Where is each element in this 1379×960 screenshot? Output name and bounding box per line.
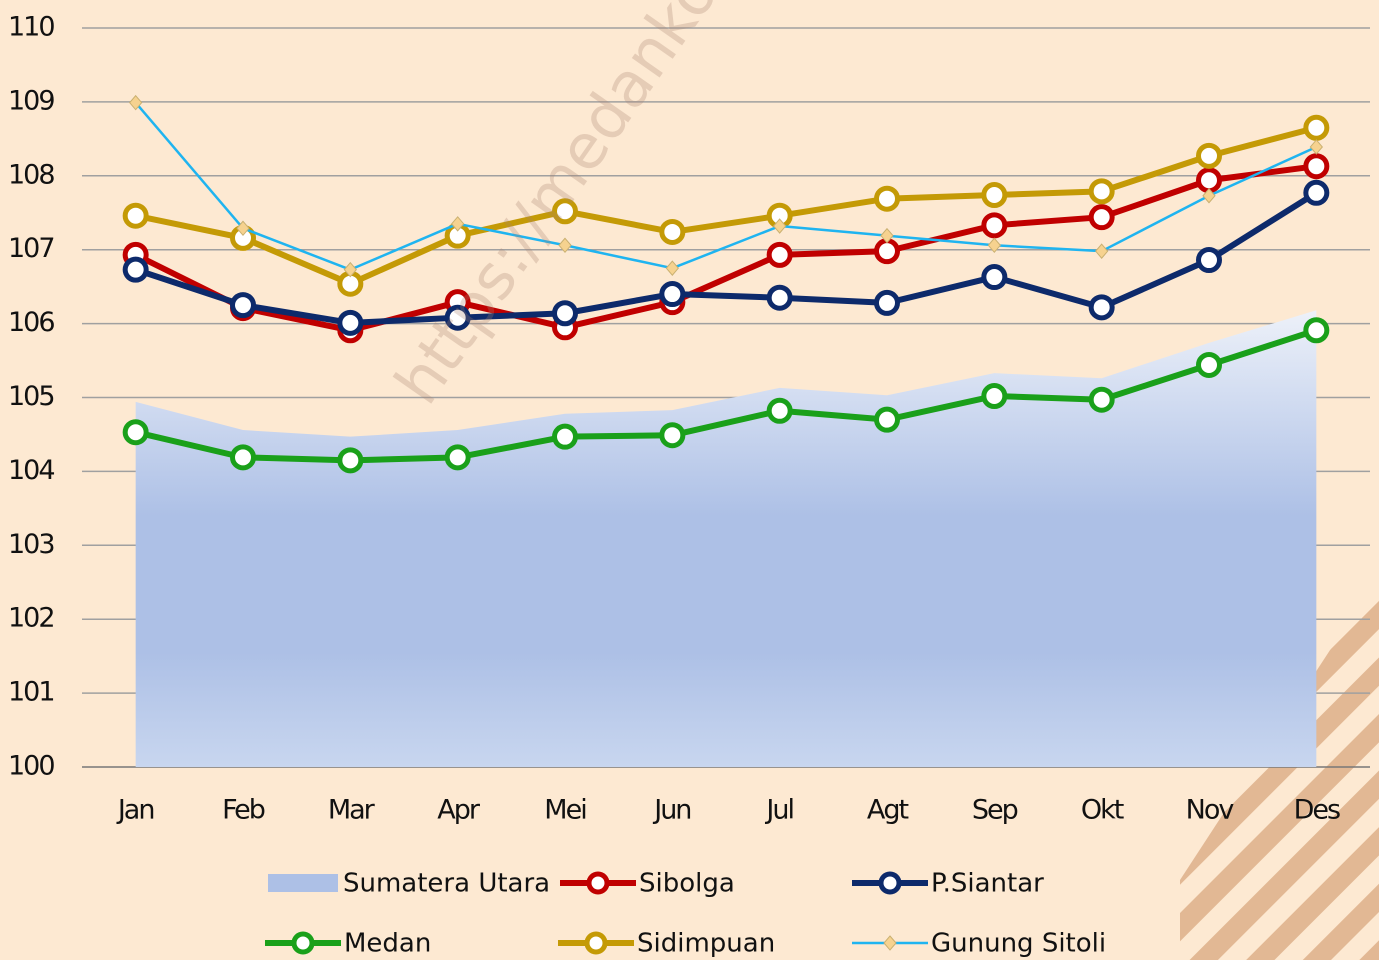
- x-tick-label: Jul: [764, 795, 793, 826]
- marker: [444, 304, 471, 331]
- marker: [1202, 187, 1216, 204]
- marker: [1303, 114, 1330, 141]
- y-tick-label: 104: [8, 455, 54, 486]
- x-tick-label: Okt: [1081, 795, 1124, 826]
- marker: [122, 202, 149, 229]
- legend-label: Sibolga: [639, 869, 735, 899]
- marker: [1088, 178, 1115, 205]
- marker: [659, 281, 686, 308]
- legend-marker: [584, 931, 608, 955]
- marker: [552, 423, 578, 450]
- marker: [874, 185, 900, 212]
- marker: [874, 238, 900, 265]
- marker: [552, 198, 578, 225]
- marker: [766, 284, 793, 311]
- y-tick-label: 105: [8, 381, 54, 412]
- marker: [1309, 139, 1323, 155]
- y-tick-label: 110: [8, 12, 54, 43]
- marker: [1095, 243, 1109, 259]
- marker: [444, 444, 471, 471]
- marker: [1196, 351, 1222, 378]
- marker: [773, 218, 787, 234]
- x-tick-label: Mar: [328, 795, 376, 826]
- marker: [665, 260, 679, 276]
- marker: [1303, 179, 1330, 206]
- marker: [880, 227, 894, 244]
- x-tick-label: Des: [1294, 795, 1340, 826]
- line: [135, 124, 1318, 287]
- marker: [122, 419, 149, 446]
- line: [134, 101, 1317, 271]
- line: [134, 190, 1318, 326]
- marker: [337, 447, 364, 474]
- legend-label: P.Siantar: [931, 869, 1044, 899]
- marker: [552, 300, 578, 327]
- marker: [1196, 167, 1222, 194]
- marker: [981, 212, 1008, 239]
- legend-marker: [883, 935, 897, 951]
- marker: [230, 292, 256, 319]
- marker: [1303, 153, 1330, 180]
- legend-marker: [878, 871, 902, 895]
- marker: [129, 94, 143, 111]
- marker: [1088, 204, 1115, 231]
- marker: [1303, 317, 1330, 344]
- legend-swatch: [268, 874, 338, 892]
- legend-item: Sumatera Utara: [268, 869, 550, 899]
- x-tick-label: Feb: [222, 795, 265, 826]
- x-tick-label: Mei: [544, 795, 585, 826]
- marker: [337, 309, 364, 336]
- marker: [874, 406, 900, 433]
- legend-label: Gunung Sitoli: [931, 929, 1106, 959]
- x-tick-label: Agt: [867, 795, 909, 826]
- line: [134, 163, 1317, 334]
- x-tick-label: Jun: [652, 795, 690, 826]
- marker: [1196, 247, 1222, 274]
- legend-marker: [586, 871, 610, 895]
- y-tick-label: 109: [8, 85, 54, 116]
- marker: [236, 220, 250, 237]
- marker: [766, 397, 793, 424]
- legend-item: Sidimpuan: [558, 929, 775, 959]
- marker: [874, 289, 900, 316]
- marker: [451, 216, 465, 232]
- legend-item: P.Siantar: [852, 869, 1044, 899]
- marker: [1088, 294, 1115, 321]
- x-tick-label: Jan: [116, 795, 154, 826]
- area: [135, 310, 1317, 767]
- legend-item: Gunung Sitoli: [852, 929, 1106, 959]
- legend-item: Sibolga: [560, 869, 735, 899]
- legend-label: Sidimpuan: [637, 929, 775, 959]
- marker: [766, 241, 793, 268]
- marker: [659, 218, 686, 245]
- marker: [230, 444, 256, 471]
- marker: [122, 256, 149, 283]
- y-tick-label: 102: [8, 603, 54, 634]
- legend-label: Sumatera Utara: [343, 869, 550, 899]
- line: [134, 327, 1318, 464]
- marker: [981, 182, 1008, 209]
- legend-item: Medan: [265, 929, 431, 959]
- legend-label: Medan: [344, 929, 431, 959]
- marker: [343, 261, 357, 278]
- marker: [987, 237, 1001, 254]
- marker: [1196, 142, 1222, 169]
- x-tick-label: Sep: [972, 795, 1018, 826]
- x-tick-label: Apr: [437, 795, 481, 826]
- y-tick-label: 100: [8, 751, 54, 782]
- marker: [558, 237, 572, 254]
- marker: [1088, 386, 1115, 413]
- marker: [659, 422, 686, 449]
- y-tick-label: 101: [8, 677, 54, 708]
- y-tick-label: 108: [8, 159, 54, 190]
- y-tick-label: 107: [8, 233, 54, 264]
- x-tick-label: Nov: [1186, 795, 1235, 826]
- marker: [981, 264, 1008, 291]
- legend-marker: [291, 931, 315, 955]
- marker: [981, 383, 1008, 410]
- y-tick-label: 106: [8, 307, 54, 338]
- y-tick-label: 103: [8, 529, 54, 560]
